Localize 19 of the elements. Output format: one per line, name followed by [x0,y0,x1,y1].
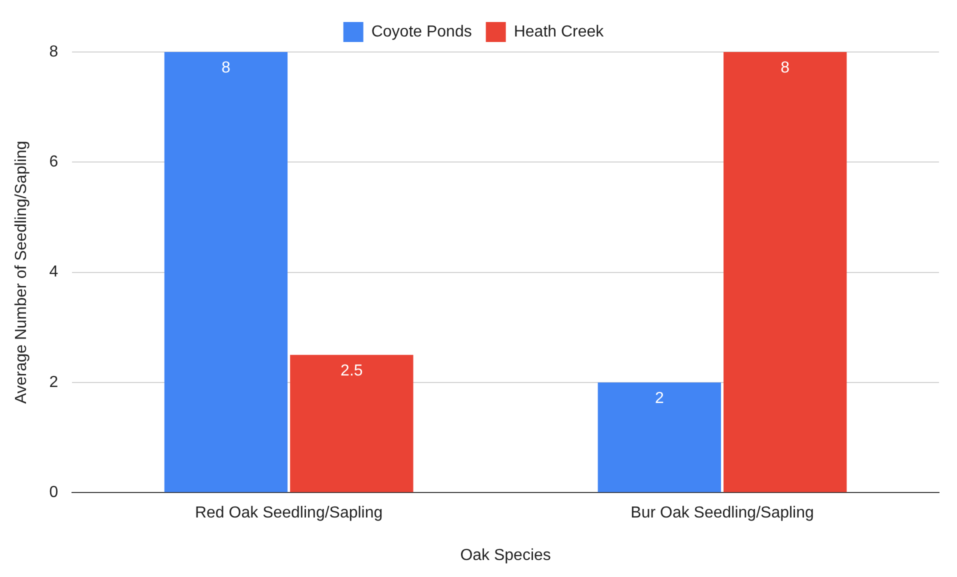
y-tick-label: 6 [49,154,58,171]
x-axis-title: Oak Species [460,546,551,564]
x-tick-label: Bur Oak Seedling/Sapling [630,504,814,522]
x-tick-label: Red Oak Seedling/Sapling [194,504,383,522]
bar [598,382,722,492]
y-tick-label: 0 [49,484,58,502]
y-axis-title: Average Number of Seedling/Sapling [13,140,30,404]
y-tick-label: 4 [49,264,58,281]
data-label: 8 [780,59,790,76]
data-label: 8 [222,59,231,76]
data-label: 2 [654,390,664,407]
bar [724,52,847,492]
bar [164,52,288,492]
y-tick-label: 8 [49,43,58,60]
legend-label: Heath Creek [514,23,605,40]
data-label: 2.5 [340,362,363,380]
y-tick-label: 2 [49,374,58,391]
bar [290,354,414,492]
legend-label: Coyote Ponds [371,23,472,40]
